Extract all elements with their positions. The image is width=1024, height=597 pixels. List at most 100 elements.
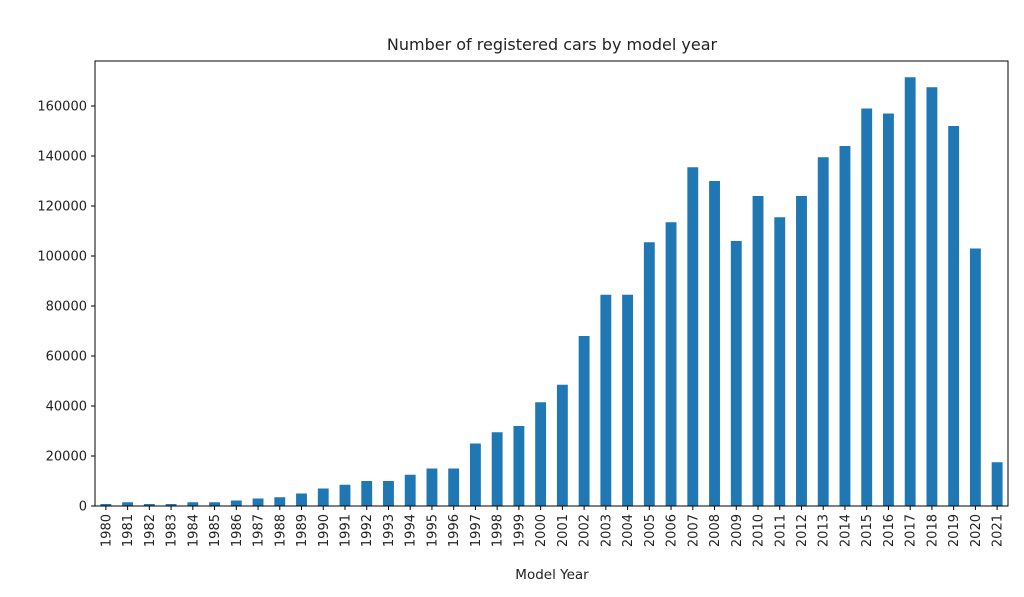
x-tick-label: 1981 bbox=[121, 514, 136, 547]
x-tick-label: 2020 bbox=[969, 514, 984, 547]
bar-1996 bbox=[448, 468, 460, 506]
x-tick-label: 1995 bbox=[425, 514, 440, 547]
x-tick-label: 1994 bbox=[404, 514, 419, 547]
y-tick-label: 160000 bbox=[37, 100, 87, 115]
bar-1989 bbox=[296, 493, 307, 506]
x-tick-label: 1985 bbox=[208, 514, 223, 547]
bar-1997 bbox=[469, 443, 481, 506]
x-tick-label: 2014 bbox=[838, 514, 853, 547]
x-axis-title: Model Year bbox=[515, 567, 589, 583]
x-tick-label: 2002 bbox=[578, 514, 593, 547]
x-tick-label: 1986 bbox=[230, 514, 245, 547]
bar-2004 bbox=[622, 294, 634, 506]
bar-2021 bbox=[991, 462, 1003, 506]
bar-1987 bbox=[252, 498, 264, 506]
plot-frame bbox=[94, 60, 1009, 507]
bar-2008 bbox=[709, 181, 720, 506]
x-tick-label: 2004 bbox=[621, 514, 636, 547]
y-axis: 0 20000 40000 60000 80000 100000 120000 140000 1… bbox=[37, 100, 95, 515]
x-tick-label: 1996 bbox=[447, 514, 462, 547]
bar-2011 bbox=[774, 217, 786, 506]
bar-1985 bbox=[209, 502, 220, 506]
x-tick-label: 1984 bbox=[186, 514, 201, 547]
y-tick-label: 140000 bbox=[37, 150, 87, 165]
x-tick-label: 2006 bbox=[665, 514, 680, 547]
bar-2017 bbox=[904, 77, 916, 506]
bar-2007 bbox=[687, 167, 699, 506]
x-tick-label: 1993 bbox=[382, 514, 397, 547]
bar-2013 bbox=[817, 157, 829, 506]
y-tick-label: 40000 bbox=[46, 400, 87, 415]
y-tick-label: 100000 bbox=[37, 250, 87, 265]
x-tick-label: 2010 bbox=[752, 514, 767, 547]
x-tick-label: 2005 bbox=[643, 514, 658, 547]
chart-title: Number of registered cars by model year bbox=[387, 35, 718, 54]
x-tick-label: 1999 bbox=[512, 514, 527, 547]
bar-2019 bbox=[948, 126, 960, 506]
bar-1993 bbox=[383, 481, 394, 506]
bar-2020 bbox=[969, 248, 981, 506]
bar-1983 bbox=[165, 504, 177, 506]
x-tick-label: 1980 bbox=[99, 514, 114, 547]
y-tick-label: 0 bbox=[79, 500, 87, 515]
bar-2018 bbox=[926, 87, 938, 506]
x-tick-label: 2000 bbox=[534, 514, 549, 547]
y-tick-label: 80000 bbox=[46, 300, 87, 315]
x-tick-label: 2003 bbox=[599, 514, 614, 547]
x-tick-label: 2001 bbox=[556, 514, 571, 547]
x-tick-label: 1997 bbox=[469, 514, 484, 547]
bar-1999 bbox=[513, 426, 525, 506]
x-tick-label: 2017 bbox=[904, 514, 919, 547]
y-tick-label: 120000 bbox=[37, 200, 87, 215]
bar-1994 bbox=[404, 474, 416, 506]
x-tick-label: 2007 bbox=[686, 514, 701, 547]
y-tick-label: 60000 bbox=[46, 350, 87, 365]
x-tick-label: 1983 bbox=[165, 514, 180, 547]
x-tick-label: 2008 bbox=[708, 514, 723, 547]
bar-2000 bbox=[535, 402, 547, 506]
bar-2010 bbox=[752, 196, 764, 506]
bar-2014 bbox=[839, 146, 851, 506]
x-tick-label: 1987 bbox=[252, 514, 267, 547]
bar-2001 bbox=[556, 384, 568, 506]
bar-1990 bbox=[317, 488, 329, 506]
bar-1991 bbox=[339, 484, 351, 506]
x-tick-label: 2018 bbox=[925, 514, 940, 547]
bar-2012 bbox=[796, 196, 807, 506]
bars-group bbox=[100, 77, 1003, 506]
bar-2003 bbox=[600, 294, 612, 506]
bar-2015 bbox=[861, 108, 873, 506]
x-tick-label: 2009 bbox=[730, 514, 745, 547]
bar-2009 bbox=[730, 241, 742, 506]
x-tick-label: 1990 bbox=[317, 514, 332, 547]
x-axis: 1980 1981 1982 1983 1984 1985 1986 1987 1988 1989… bbox=[99, 506, 1006, 547]
x-tick-label: 1991 bbox=[338, 514, 353, 547]
bar-2002 bbox=[578, 336, 590, 506]
x-tick-label: 2016 bbox=[882, 514, 897, 547]
bar-2006 bbox=[665, 222, 677, 506]
x-tick-label: 1989 bbox=[295, 514, 310, 547]
bar-1995 bbox=[426, 468, 438, 506]
x-tick-label: 1998 bbox=[491, 514, 506, 547]
x-tick-label: 2013 bbox=[817, 514, 832, 547]
bar-1988 bbox=[274, 497, 286, 506]
x-tick-label: 2021 bbox=[991, 514, 1006, 547]
bar-1981 bbox=[122, 502, 134, 506]
bar-1998 bbox=[491, 432, 503, 506]
bar-2016 bbox=[883, 113, 894, 506]
bar-1984 bbox=[187, 502, 199, 506]
bar-1986 bbox=[230, 500, 242, 506]
bar-1992 bbox=[361, 481, 373, 506]
x-tick-label: 2019 bbox=[947, 514, 962, 547]
x-tick-label: 1982 bbox=[143, 514, 158, 547]
bar-2005 bbox=[643, 242, 655, 506]
x-tick-label: 2012 bbox=[795, 514, 810, 547]
x-tick-label: 2011 bbox=[773, 514, 788, 547]
x-tick-label: 1988 bbox=[273, 514, 288, 547]
y-tick-label: 20000 bbox=[46, 450, 87, 465]
x-tick-label: 1992 bbox=[360, 514, 375, 547]
x-tick-label: 2015 bbox=[860, 514, 875, 547]
bar-1982 bbox=[143, 504, 155, 506]
